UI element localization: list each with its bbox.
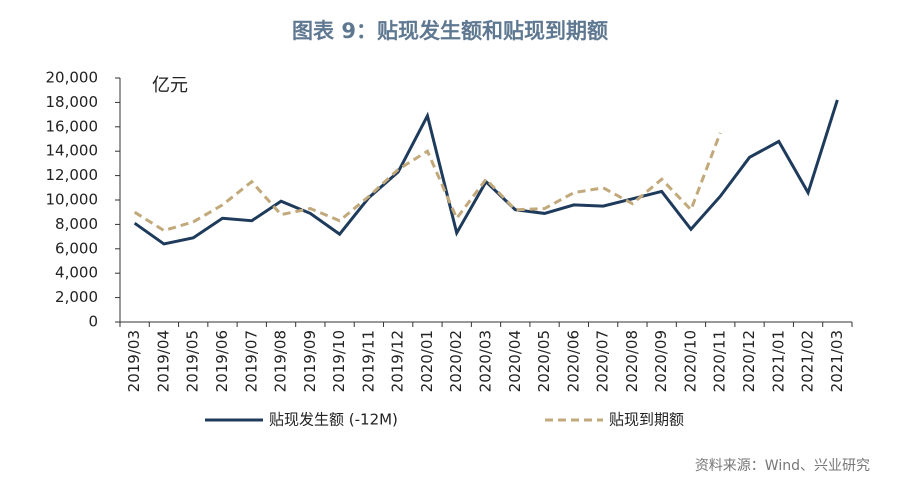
x-tick-label: 2019/12 xyxy=(389,330,407,392)
series-line xyxy=(133,132,722,233)
y-tick-label: 20,000 xyxy=(46,69,99,87)
chart-title: 图表 9：贴现发生额和贴现到期额 xyxy=(292,19,608,43)
x-tick-label: 2020/08 xyxy=(623,330,641,392)
x-tick-label: 2020/10 xyxy=(681,330,699,392)
y-tick-label: 12,000 xyxy=(46,166,99,184)
y-axis-label: 亿元 xyxy=(152,75,188,96)
legend-label: 贴现发生额 (-12M) xyxy=(269,411,398,429)
x-tick-label: 2020/12 xyxy=(740,330,758,392)
x-tick-label: 2020/09 xyxy=(652,330,670,392)
x-tick-label: 2019/06 xyxy=(213,330,231,392)
x-tick-label: 2020/06 xyxy=(564,330,582,392)
x-tick-label: 2019/11 xyxy=(359,330,377,392)
y-tick-label: 14,000 xyxy=(46,142,99,160)
x-tick-label: 2020/04 xyxy=(506,330,524,392)
y-tick-label: 16,000 xyxy=(46,117,99,135)
y-tick-label: 2,000 xyxy=(55,288,98,306)
legend-label: 贴现到期额 xyxy=(609,411,684,429)
x-tick-label: 2019/10 xyxy=(330,330,348,392)
x-tick-label: 2021/01 xyxy=(769,330,787,392)
x-tick-label: 2019/07 xyxy=(242,330,260,392)
x-tick-label: 2020/03 xyxy=(477,330,495,392)
x-tick-label: 2020/05 xyxy=(535,330,553,392)
x-tick-label: 2019/05 xyxy=(184,330,202,392)
x-tick-label: 2019/03 xyxy=(125,330,143,392)
y-tick-label: 8,000 xyxy=(55,215,98,233)
y-tick-label: 10,000 xyxy=(46,191,99,209)
y-tick-label: 0 xyxy=(88,313,98,331)
x-tick-label: 2020/11 xyxy=(711,330,729,392)
x-tick-label: 2020/07 xyxy=(594,330,612,392)
x-tick-label: 2021/02 xyxy=(799,330,817,392)
x-tick-label: 2021/03 xyxy=(828,330,846,392)
source-note: 资料来源：Wind、兴业研究 xyxy=(695,458,870,474)
y-tick-label: 6,000 xyxy=(55,239,98,257)
x-tick-label: 2020/01 xyxy=(418,330,436,392)
y-tick-label: 18,000 xyxy=(46,93,99,111)
x-tick-label: 2019/04 xyxy=(154,330,172,392)
x-tick-label: 2020/02 xyxy=(447,330,465,392)
x-tick-label: 2019/08 xyxy=(272,330,290,392)
x-tick-label: 2019/09 xyxy=(301,330,319,392)
series-line xyxy=(133,99,839,246)
y-tick-label: 4,000 xyxy=(55,264,98,282)
